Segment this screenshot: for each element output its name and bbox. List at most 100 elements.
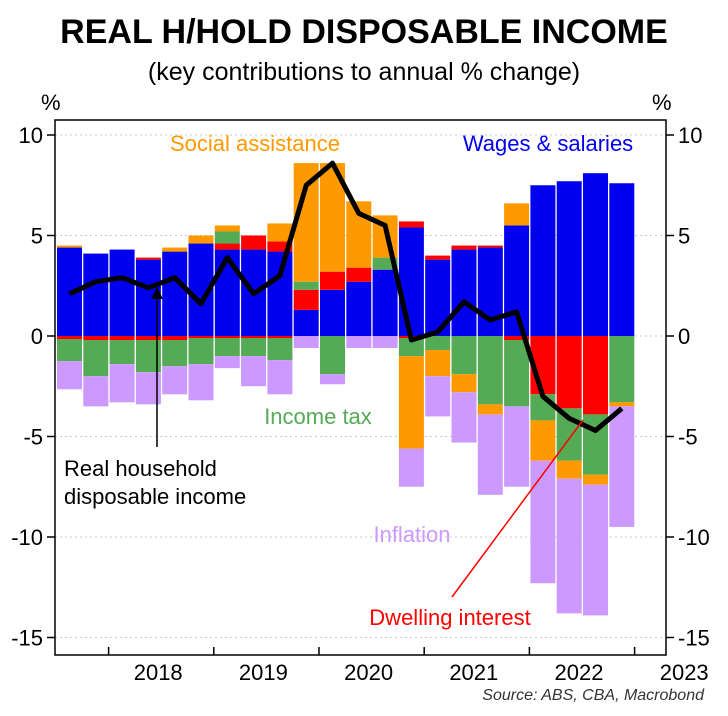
bar-segment (425, 350, 451, 377)
bar-segment (504, 406, 530, 487)
bar-segment (477, 247, 503, 336)
bar-segment (57, 336, 82, 340)
bar-segment (320, 336, 345, 375)
y-unit-right: % (652, 90, 672, 115)
bar-segment (346, 281, 372, 336)
bar-segment (162, 340, 188, 367)
bar-segment (83, 336, 109, 341)
bar-segment (57, 245, 82, 248)
chart-title: REAL H/HOLD DISPOSABLE INCOME (60, 13, 668, 51)
label-income-tax: Income tax (264, 404, 372, 429)
plot-frame (54, 119, 667, 656)
label-social-assistance: Social assistance (170, 131, 340, 156)
bar-segment (504, 203, 530, 226)
bars (57, 163, 635, 616)
bar-segment (214, 225, 240, 232)
bar-segment (241, 338, 267, 357)
bar-segment (162, 336, 188, 341)
bar-segment (609, 183, 635, 336)
bar-segment (530, 460, 556, 584)
bar-segment (214, 231, 240, 244)
y-tick-label-left: -10 (11, 525, 43, 550)
bar-segment (267, 338, 293, 361)
label-rhdi-1: Real household (64, 456, 217, 481)
bar-segment (583, 484, 608, 616)
bar-segment (504, 336, 530, 341)
bar-segment (346, 336, 372, 349)
dwelling-interest-pointer (451, 419, 584, 598)
bar-segment (556, 460, 582, 479)
bar-segment (398, 356, 424, 449)
label-inflation: Inflation (373, 522, 450, 547)
y-tick-label-left: -15 (11, 626, 43, 651)
y-tick-label-right: -10 (678, 525, 710, 550)
bar-segment (451, 245, 477, 250)
bar-segment (609, 402, 635, 407)
x-tick-label: 2020 (344, 660, 393, 685)
bar-segment (241, 336, 267, 339)
bar-segment (293, 281, 319, 290)
bar-segment (135, 257, 161, 260)
y-tick-label-left: 10 (19, 123, 43, 148)
bar-segment (109, 249, 135, 336)
y-tick-label-left: 5 (31, 224, 43, 249)
bar-segment (583, 336, 608, 415)
bar-segment (425, 255, 451, 260)
y-tick-label-right: -15 (678, 626, 710, 651)
bar-segment (83, 340, 109, 377)
bar-segment (451, 392, 477, 443)
bar-segment (267, 360, 293, 395)
bar-segment (477, 414, 503, 495)
bar-segment (451, 336, 477, 375)
x-tick-label: 2018 (134, 660, 183, 685)
bar-segment (398, 221, 424, 228)
bar-segment (451, 374, 477, 393)
bar-segment (293, 289, 319, 310)
bar-segment (188, 364, 214, 401)
bar-segment (293, 336, 319, 349)
bar-segment (530, 420, 556, 461)
chart-subtitle: (key contributions to annual % change) (148, 58, 580, 86)
y-tick-label-right: 10 (678, 123, 702, 148)
y-tick-label-left: 0 (31, 324, 43, 349)
bar-segment (504, 340, 530, 407)
bar-segment (609, 336, 635, 403)
bar-segment (556, 478, 582, 614)
x-axis: 2018 2019 2020 2021 2022 2023 (107, 647, 709, 685)
x-tick-label: 2022 (555, 660, 604, 685)
bar-segment (135, 336, 161, 341)
bar-segment (83, 376, 109, 407)
bar-segment (267, 223, 293, 242)
label-wages-salaries: Wages & salaries (463, 131, 633, 156)
bar-segment (583, 173, 608, 336)
bar-segment (372, 269, 398, 336)
bar-segment (425, 336, 451, 351)
y-tick-label-right: 0 (678, 324, 690, 349)
bar-segment (109, 364, 135, 403)
bar-segment (241, 356, 267, 387)
x-tick-label: 2019 (239, 660, 288, 685)
bar-segment (398, 227, 424, 336)
rhdi-pointer-arrowhead (151, 287, 163, 299)
bar-segment (188, 338, 214, 365)
bar-segment (320, 289, 345, 336)
bar-segment (214, 356, 240, 369)
bar-segment (398, 448, 424, 487)
y-tick-label-left: -5 (23, 425, 43, 450)
label-dwelling-interest: Dwelling interest (369, 605, 530, 630)
bar-segment (609, 406, 635, 527)
y-axis: 10 10 5 5 0 0 -5 -5 -10 -10 -15 -15 (11, 123, 710, 651)
bar-segment (556, 336, 582, 409)
bar-segment (57, 361, 82, 390)
bar-segment (267, 336, 293, 339)
bar-segment (214, 243, 240, 250)
bar-segment (320, 374, 345, 385)
bar-segment (162, 251, 188, 336)
bar-segment (241, 235, 267, 250)
bar-segment (57, 339, 82, 362)
bar-segment (293, 309, 319, 336)
bar-segment (477, 245, 503, 248)
bar-segment (477, 336, 503, 405)
x-tick-label: 2023 (660, 660, 709, 685)
